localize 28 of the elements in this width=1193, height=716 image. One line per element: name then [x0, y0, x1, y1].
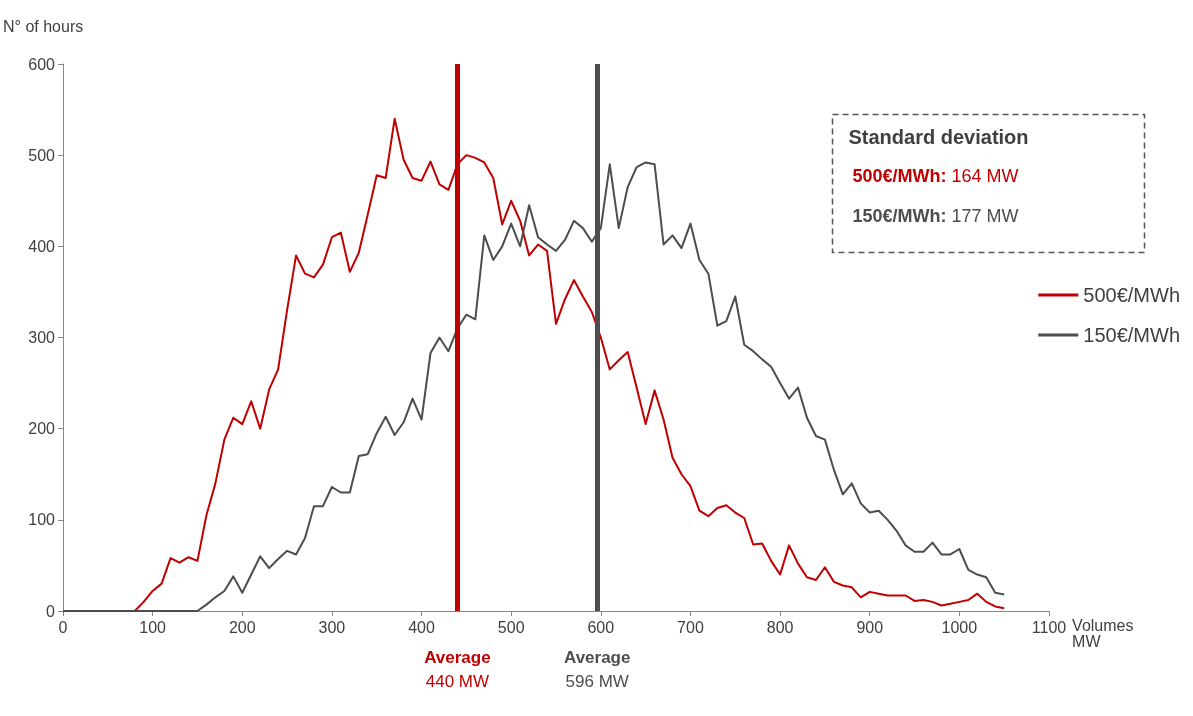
ref-line-label: Average 596 MW: [564, 647, 631, 691]
x-tick-label: 100: [139, 618, 167, 636]
y-tick-label: 100: [28, 511, 56, 529]
y-tick-label: 600: [28, 55, 56, 73]
y-tick-label: 400: [28, 237, 56, 255]
x-tick-label: 900: [856, 618, 884, 636]
ref-line-label: Average 440 MW: [424, 647, 491, 691]
y-tick-label: 500: [28, 146, 56, 164]
legend-label: 150€/MWh: [1083, 324, 1181, 346]
annotation: 150€/MWh: 177 MW: [852, 205, 1019, 226]
x-tick-label: 700: [677, 618, 704, 636]
x-tick-label: 300: [318, 618, 346, 636]
y-tick-label: 300: [28, 329, 56, 346]
x-tick-label: 1100: [1031, 618, 1067, 636]
x-tick-label: 400: [408, 618, 435, 636]
x-tick-label: 200: [228, 618, 256, 636]
x-tick-label: 600: [587, 618, 615, 636]
x-tick-label: 0: [58, 618, 68, 636]
legend-label: 500€/MWh: [1083, 284, 1181, 306]
x-tick-label: 800: [766, 618, 794, 636]
x-tick-label: 500: [497, 618, 525, 636]
y-tick-label: 200: [28, 420, 56, 438]
annotation: 500€/MWh: 164 MW: [852, 165, 1019, 186]
y-axis-title: N° of hours: [3, 17, 84, 35]
x-axis-title: Volumes MW: [1072, 616, 1134, 650]
x-tick-label: 1000: [941, 618, 978, 636]
y-tick-label: 0: [46, 602, 56, 620]
annotation: Standard deviation: [848, 125, 1029, 148]
